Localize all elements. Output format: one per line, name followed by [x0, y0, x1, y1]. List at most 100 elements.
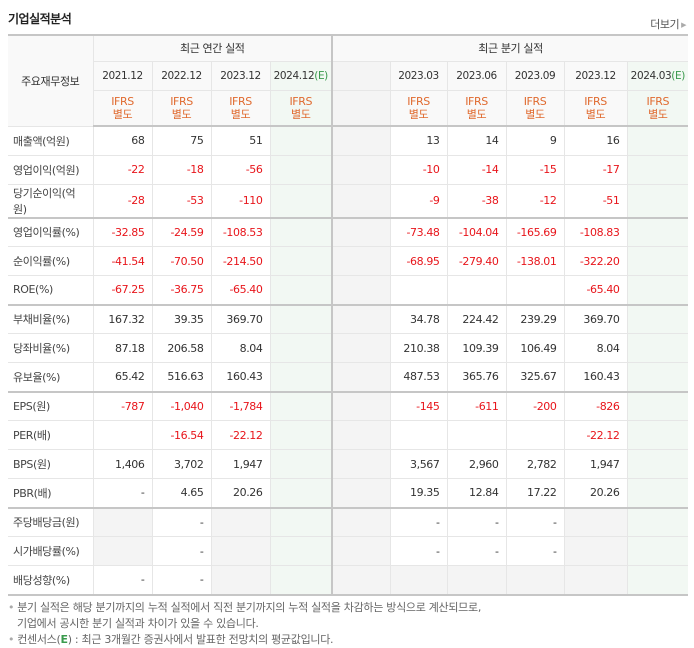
data-cell	[505, 420, 565, 450]
gap-cell	[331, 304, 391, 334]
period-label: 2021.12	[102, 69, 143, 82]
table-row: 부채비율(%) 167.32 39.35 369.70 34.78 224.42 239.2…	[8, 304, 689, 334]
row-label: 매출액(억원)	[8, 126, 93, 156]
data-cell	[92, 536, 152, 566]
data-cell: 17.22	[505, 478, 565, 509]
period-header: 2022.12	[151, 61, 211, 91]
table-row: 매출액(억원) 68 75 51 13 14 9 16	[8, 126, 689, 156]
data-cell: -65.40	[210, 275, 270, 306]
data-cell: -	[151, 507, 211, 537]
table-row: 시가배당률(%) - - - -	[8, 536, 689, 566]
accounting-standard: IFRS 별도	[563, 90, 628, 127]
bullet-icon: •	[8, 633, 15, 646]
data-cell	[626, 217, 689, 247]
label-header: 주요재무정보	[8, 35, 93, 127]
accounting-standard: IFRS 별도	[269, 90, 333, 127]
data-cell	[92, 507, 152, 537]
gap-cell	[331, 217, 391, 247]
data-cell: 487.53	[389, 362, 448, 393]
data-cell: -22.12	[210, 420, 270, 450]
data-cell: -	[151, 565, 211, 595]
ifrs-label: IFRS	[523, 94, 547, 108]
gap-cell	[331, 275, 391, 306]
data-cell	[626, 507, 689, 537]
data-cell: 51	[210, 126, 270, 156]
annual-group-header: 최근 연간 실적	[92, 35, 333, 62]
data-cell: 9	[505, 126, 565, 156]
data-cell: -	[505, 536, 565, 566]
separate-label: 별도	[171, 107, 192, 121]
data-cell	[269, 184, 333, 219]
data-cell	[446, 420, 507, 450]
data-cell: 12.84	[446, 478, 507, 509]
data-cell: -787	[92, 391, 152, 421]
data-cell: 369.70	[210, 304, 270, 334]
data-cell: 239.29	[505, 304, 565, 334]
data-cell	[626, 478, 689, 509]
ifrs-label: IFRS	[407, 94, 430, 108]
data-cell: -56	[210, 155, 270, 185]
gap-cell	[331, 565, 391, 595]
data-cell	[269, 362, 333, 393]
ifrs-label: IFRS	[111, 94, 134, 108]
accounting-standard: IFRS 별도	[151, 90, 211, 127]
data-cell: -24.59	[151, 217, 211, 247]
row-label: 당기순이익(억원)	[8, 184, 93, 219]
data-cell: 75	[151, 126, 211, 156]
gap-cell	[331, 126, 391, 156]
accounting-standard: IFRS 별도	[92, 90, 152, 127]
gap-cell	[331, 184, 391, 219]
table-row: 배당성향(%) - -	[8, 565, 689, 595]
data-cell: 369.70	[563, 304, 628, 334]
ifrs-label: IFRS	[646, 94, 670, 108]
data-cell	[626, 184, 689, 219]
table-row: PER(배) -16.54 -22.12 -22.12	[8, 420, 689, 450]
data-cell: 20.26	[210, 478, 270, 509]
row-label: 순이익률(%)	[8, 246, 93, 276]
data-cell: -36.75	[151, 275, 211, 306]
data-cell: -	[446, 507, 507, 537]
data-cell	[389, 420, 448, 450]
data-cell	[269, 304, 333, 334]
period-label: 2023.03	[398, 69, 439, 82]
ifrs-label: IFRS	[229, 94, 252, 108]
data-cell: -200	[505, 391, 565, 421]
data-cell	[626, 362, 689, 393]
period-label: 2022.12	[161, 69, 202, 82]
data-cell: -65.40	[563, 275, 628, 306]
separate-label: 별도	[291, 107, 311, 121]
period-header: 2023.12	[210, 61, 270, 91]
data-cell: 8.04	[210, 333, 270, 363]
data-cell	[626, 391, 689, 421]
note-consensus: • 컨센서스(E) : 최근 3개월간 증권사에서 발표한 전망치의 평균값입니다…	[8, 633, 334, 646]
row-label: ROE(%)	[8, 275, 93, 306]
row-label: EPS(원)	[8, 391, 93, 421]
data-cell: -1,040	[151, 391, 211, 421]
more-link[interactable]: 더보기 ▶	[650, 16, 686, 32]
row-label: 영업이익(억원)	[8, 155, 93, 185]
data-cell	[210, 565, 270, 595]
data-cell: -28	[92, 184, 152, 219]
period-header: 2023.06	[446, 61, 507, 91]
separate-label: 별도	[408, 107, 429, 121]
data-cell: -9	[389, 184, 448, 219]
data-cell: 65.42	[92, 362, 152, 393]
gap-cell	[331, 155, 391, 185]
data-cell	[626, 333, 689, 363]
data-cell: -	[92, 565, 152, 595]
data-cell: -73.48	[389, 217, 448, 247]
ifrs-label: IFRS	[289, 94, 313, 108]
period-header: 2021.12	[92, 61, 152, 91]
row-label: 당좌비율(%)	[8, 333, 93, 363]
data-cell: 19.35	[389, 478, 448, 509]
data-cell	[389, 565, 448, 595]
data-cell: -165.69	[505, 217, 565, 247]
data-cell: -41.54	[92, 246, 152, 276]
data-cell: 14	[446, 126, 507, 156]
data-cell	[269, 246, 333, 276]
data-cell: -16.54	[151, 420, 211, 450]
arrow-right-icon: ▶	[681, 21, 686, 29]
gap-cell	[331, 420, 391, 450]
data-cell: -826	[563, 391, 628, 421]
table-row: EPS(원) -787 -1,040 -1,784 -145 -611 -200 -826	[8, 391, 689, 421]
